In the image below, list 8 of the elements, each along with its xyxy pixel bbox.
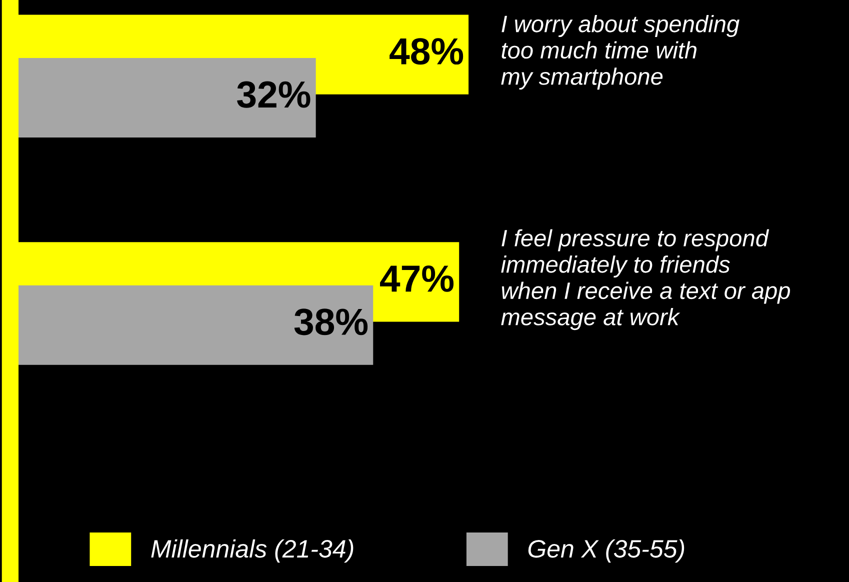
- y-tick-label: I worry about spending too much time with my smartphone: [501, 14, 740, 90]
- y-tick-label: I feel pressure to respond immediately to friends when I receive a text or app message at work: [501, 229, 790, 330]
- data-label: 48%: [390, 38, 464, 65]
- legend-label: Millennials (21-34): [151, 539, 354, 563]
- legend-label: Gen X (35-55): [528, 539, 684, 563]
- data-label: 47%: [380, 266, 454, 292]
- data-label: 38%: [294, 308, 368, 336]
- data-label: 32%: [237, 81, 310, 108]
